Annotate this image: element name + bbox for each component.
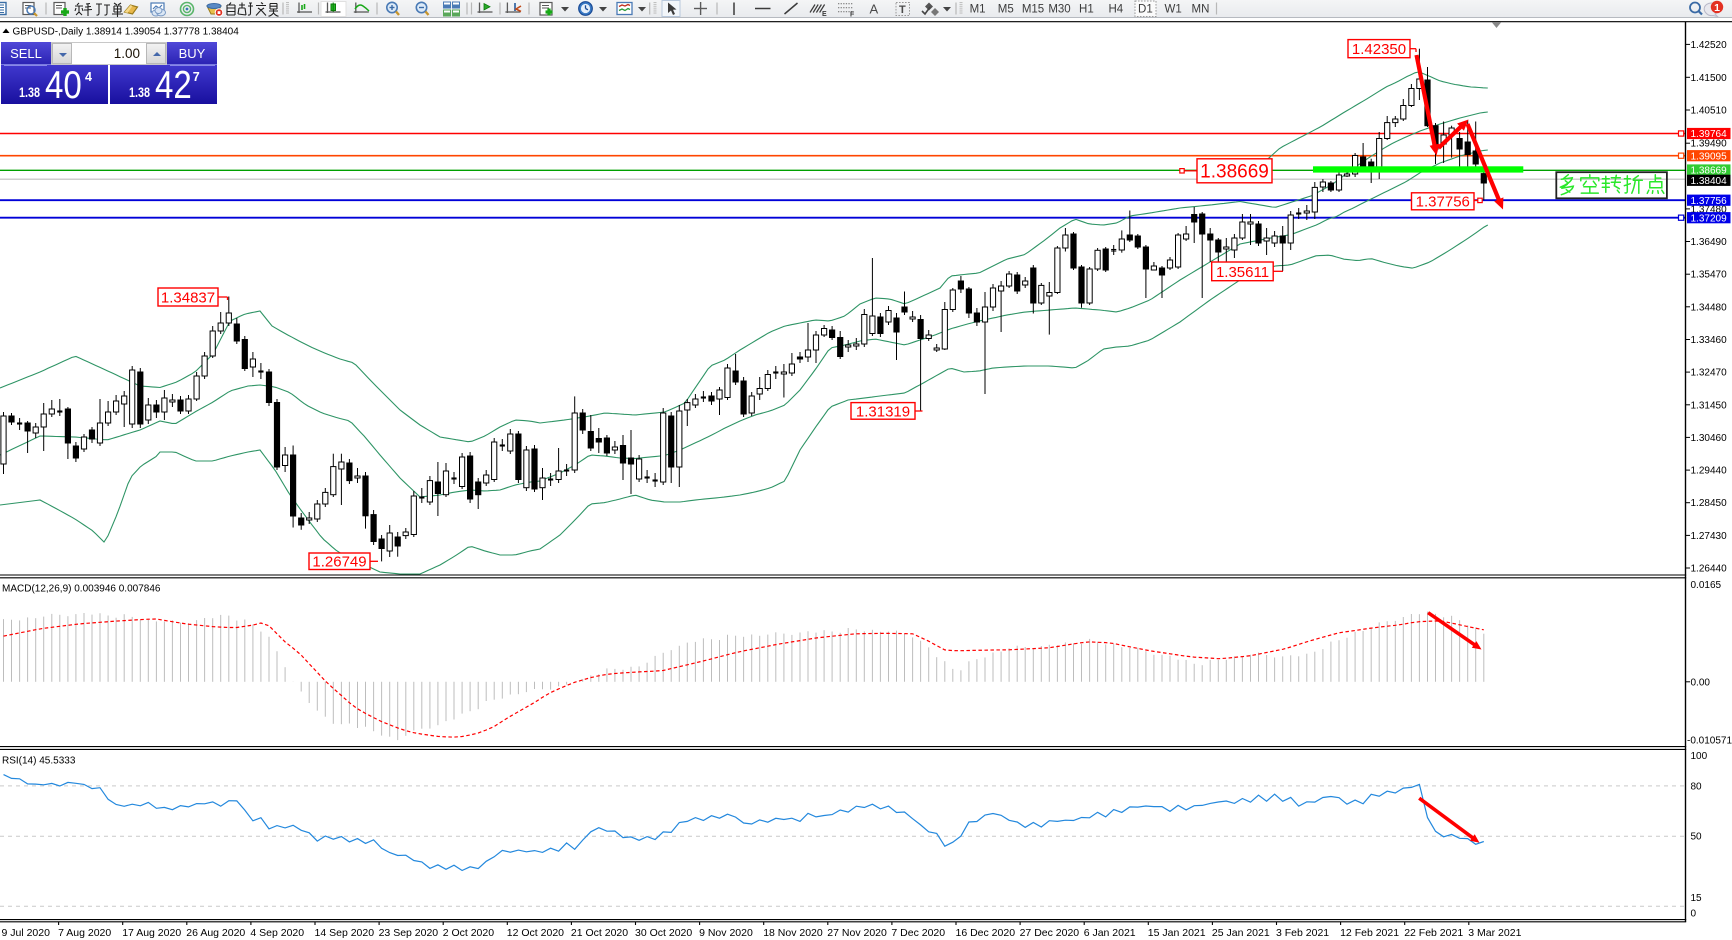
svg-text:1.26440: 1.26440 xyxy=(1691,564,1728,575)
svg-text:H1: H1 xyxy=(1079,4,1094,16)
svg-text:9 Jul 2020: 9 Jul 2020 xyxy=(2,927,51,939)
svg-text:1.38404: 1.38404 xyxy=(1691,176,1728,187)
svg-text:15: 15 xyxy=(1691,893,1703,904)
svg-text:1.39764: 1.39764 xyxy=(1691,129,1728,140)
svg-text:1.42520: 1.42520 xyxy=(1691,40,1728,51)
svg-text:1.35470: 1.35470 xyxy=(1691,270,1728,281)
svg-text:23 Sep 2020: 23 Sep 2020 xyxy=(379,927,439,939)
svg-text:1.29440: 1.29440 xyxy=(1691,466,1728,477)
svg-text:7 Aug 2020: 7 Aug 2020 xyxy=(58,927,111,939)
svg-text:1.38669: 1.38669 xyxy=(1691,166,1728,177)
svg-text:17 Aug 2020: 17 Aug 2020 xyxy=(122,927,181,939)
svg-text:21 Oct 2020: 21 Oct 2020 xyxy=(571,927,628,939)
svg-text:1: 1 xyxy=(1714,2,1720,14)
svg-text:-0.010571: -0.010571 xyxy=(1687,736,1732,747)
svg-text:T: T xyxy=(899,4,906,16)
svg-text:9 Nov 2020: 9 Nov 2020 xyxy=(699,927,753,939)
svg-text:1.27430: 1.27430 xyxy=(1691,531,1728,542)
svg-text:25 Jan 2021: 25 Jan 2021 xyxy=(1212,927,1270,939)
svg-text:100: 100 xyxy=(1691,751,1708,762)
svg-text:18 Nov 2020: 18 Nov 2020 xyxy=(763,927,823,939)
svg-text:1.31319: 1.31319 xyxy=(856,403,910,420)
svg-text:1.33460: 1.33460 xyxy=(1691,335,1728,346)
svg-text:1.38669: 1.38669 xyxy=(1200,162,1269,183)
svg-text:80: 80 xyxy=(1691,781,1703,792)
svg-text:E: E xyxy=(822,11,827,18)
svg-text:MN: MN xyxy=(1192,4,1210,16)
svg-text:1.37756: 1.37756 xyxy=(1691,196,1728,207)
svg-text:M30: M30 xyxy=(1048,4,1070,16)
svg-text:1.37756: 1.37756 xyxy=(1416,194,1470,211)
svg-text:3 Feb 2021: 3 Feb 2021 xyxy=(1276,927,1329,939)
svg-text:M15: M15 xyxy=(1022,4,1044,16)
svg-text:26 Aug 2020: 26 Aug 2020 xyxy=(186,927,245,939)
svg-text:7 Dec 2020: 7 Dec 2020 xyxy=(891,927,945,939)
svg-text:0.0165: 0.0165 xyxy=(1691,580,1722,591)
svg-text:D1: D1 xyxy=(1138,4,1153,16)
svg-text:1.35611: 1.35611 xyxy=(1216,264,1269,281)
svg-text:15 Jan 2021: 15 Jan 2021 xyxy=(1148,927,1206,939)
svg-text:GBPUSD-,Daily 1.38914 1.39054: GBPUSD-,Daily 1.38914 1.39054 1.37778 1.… xyxy=(13,27,240,38)
svg-text:12 Feb 2021: 12 Feb 2021 xyxy=(1340,927,1399,939)
svg-text:1.42350: 1.42350 xyxy=(1352,41,1406,58)
svg-text:0.00: 0.00 xyxy=(1691,677,1711,688)
svg-text:MACD(12,26,9) 0.003946 0.00784: MACD(12,26,9) 0.003946 0.007846 xyxy=(2,584,161,595)
svg-text:1.37480: 1.37480 xyxy=(1691,204,1728,215)
svg-text:14 Sep 2020: 14 Sep 2020 xyxy=(315,927,375,939)
svg-text:1.28450: 1.28450 xyxy=(1691,498,1728,509)
svg-text:3 Mar 2021: 3 Mar 2021 xyxy=(1468,927,1521,939)
svg-text:27 Nov 2020: 27 Nov 2020 xyxy=(827,927,887,939)
svg-text:1.36490: 1.36490 xyxy=(1691,237,1728,248)
svg-text:6 Jan 2021: 6 Jan 2021 xyxy=(1084,927,1136,939)
svg-text:1.32470: 1.32470 xyxy=(1691,368,1728,379)
svg-text:4 Sep 2020: 4 Sep 2020 xyxy=(250,927,304,939)
svg-text:50: 50 xyxy=(1691,832,1703,843)
svg-text:1.26749: 1.26749 xyxy=(312,554,366,571)
svg-text:W1: W1 xyxy=(1164,4,1181,16)
svg-text:1.34480: 1.34480 xyxy=(1691,302,1728,313)
svg-text:1.37209: 1.37209 xyxy=(1691,213,1728,224)
svg-text:27 Dec 2020: 27 Dec 2020 xyxy=(1020,927,1080,939)
svg-text:2 Oct 2020: 2 Oct 2020 xyxy=(443,927,495,939)
svg-text:1.40510: 1.40510 xyxy=(1691,106,1728,117)
svg-text:RSI(14) 45.5333: RSI(14) 45.5333 xyxy=(2,755,76,766)
svg-text:F: F xyxy=(850,12,855,19)
svg-text:H4: H4 xyxy=(1108,4,1123,16)
svg-text:1.31450: 1.31450 xyxy=(1691,400,1728,411)
svg-text:1.39490: 1.39490 xyxy=(1691,139,1728,150)
svg-text:12 Oct 2020: 12 Oct 2020 xyxy=(507,927,564,939)
svg-text:0: 0 xyxy=(1691,908,1697,919)
svg-text:M1: M1 xyxy=(970,4,986,16)
svg-text:1.30460: 1.30460 xyxy=(1691,433,1728,444)
svg-text:M5: M5 xyxy=(998,4,1014,16)
svg-text:1.34837: 1.34837 xyxy=(161,289,215,306)
svg-text:30 Oct 2020: 30 Oct 2020 xyxy=(635,927,692,939)
svg-text:1.39095: 1.39095 xyxy=(1691,151,1728,162)
svg-text:22 Feb 2021: 22 Feb 2021 xyxy=(1404,927,1463,939)
svg-text:1.41500: 1.41500 xyxy=(1691,73,1728,84)
svg-text:A: A xyxy=(870,2,879,17)
svg-text:16 Dec 2020: 16 Dec 2020 xyxy=(956,927,1016,939)
